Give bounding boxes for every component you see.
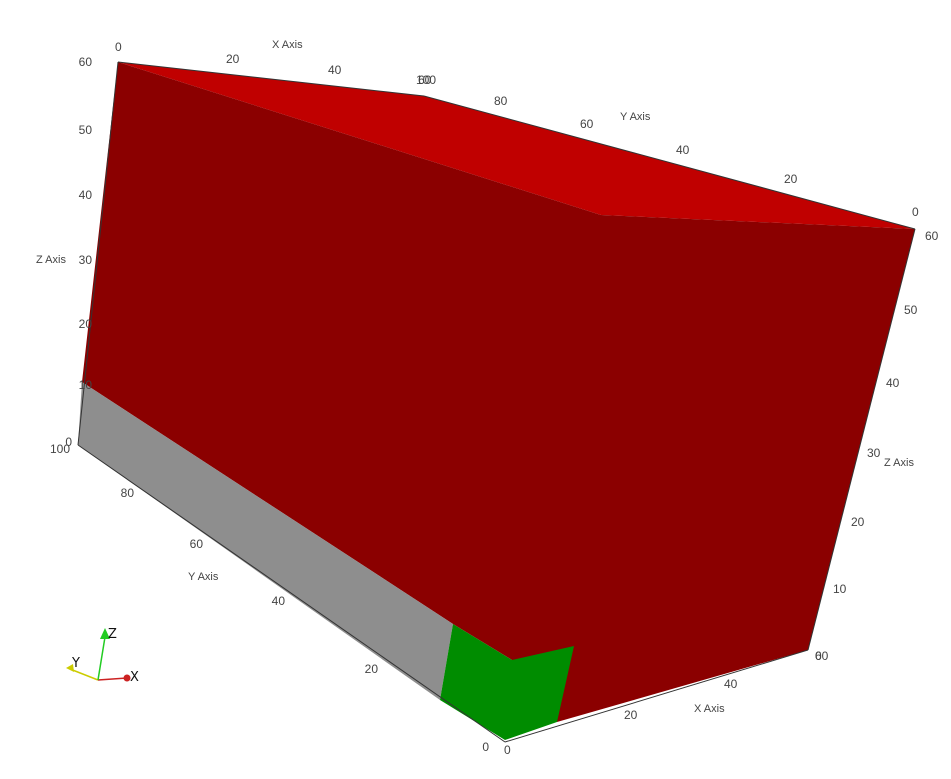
triad-x-arrowhead	[123, 674, 131, 682]
left-z-tick-label: 60	[79, 55, 93, 69]
left-y-tick-label: 100	[50, 442, 70, 456]
top-x-tick-label: 60	[418, 73, 432, 87]
left-z-tick-label: 30	[79, 253, 93, 267]
top-x-axis-title: X Axis	[272, 39, 303, 51]
top-x-tick-label: 40	[328, 63, 342, 77]
right-z-tick-label: 10	[833, 582, 847, 596]
top-y-tick-label: 20	[784, 172, 798, 186]
right-z-tick-label: 60	[925, 229, 939, 243]
left-y-tick-label: 0	[482, 740, 489, 754]
left-z-axis-ticks: 60 50 40 30 20 10 0	[65, 55, 92, 449]
left-z-tick-label: 10	[79, 378, 93, 392]
box-front-face	[82, 62, 915, 722]
bottom-x-tick-label: 60	[815, 649, 829, 663]
left-y-axis-title: Y Axis	[188, 571, 219, 583]
right-z-axis-line	[807, 228, 916, 651]
triad-z-label: Z	[108, 627, 117, 642]
right-z-axis-title: Z Axis	[884, 457, 914, 469]
left-y-axis-ticks: 100 80 60 40 20 0	[50, 442, 489, 754]
right-z-axis-ticks: 60 50 40 30 20 10 0	[815, 229, 939, 663]
top-y-axis-line	[423, 95, 916, 230]
bottom-x-tick-label: 40	[724, 677, 738, 691]
top-x-axis-ticks: 0 20 40 60	[115, 40, 432, 87]
left-y-tick-label: 80	[121, 486, 135, 500]
top-y-tick-label: 80	[494, 94, 508, 108]
box-green-face	[440, 624, 574, 740]
axes-grid-lines	[77, 61, 916, 743]
triad-x-axis	[97, 677, 128, 681]
left-z-tick-label: 40	[79, 188, 93, 202]
top-x-axis-line	[117, 61, 425, 97]
triad-y-axis	[69, 668, 99, 681]
box-top-face	[118, 62, 915, 229]
triad-x-label: X	[130, 670, 139, 685]
right-z-tick-label: 0	[815, 649, 822, 663]
right-z-tick-label: 30	[867, 446, 881, 460]
top-y-axis-ticks: 100 80 60 40 20 0	[416, 73, 919, 219]
top-y-tick-label: 40	[676, 143, 690, 157]
top-y-tick-label: 100	[416, 73, 436, 87]
top-y-tick-label: 0	[912, 205, 919, 219]
top-y-tick-label: 60	[580, 117, 594, 131]
bottom-x-axis-ticks: 0 20 40 60	[504, 649, 829, 757]
left-z-tick-label: 0	[65, 435, 72, 449]
left-y-tick-label: 20	[365, 662, 379, 676]
top-y-axis-title: Y Axis	[620, 111, 651, 123]
left-z-axis-line	[77, 61, 119, 446]
left-z-tick-label: 20	[79, 317, 93, 331]
bottom-x-tick-label: 20	[624, 708, 638, 722]
right-z-tick-label: 50	[904, 303, 918, 317]
left-y-axis-line	[77, 444, 506, 743]
triad-y-label: Y	[71, 656, 80, 671]
orientation-triad[interactable]: X Y Z	[66, 627, 139, 685]
right-z-tick-label: 40	[886, 376, 900, 390]
bottom-x-tick-label: 0	[504, 743, 511, 757]
top-x-tick-label: 0	[115, 40, 122, 54]
bottom-x-axis-line	[504, 649, 809, 743]
left-z-axis-title: Z Axis	[36, 254, 66, 266]
left-y-tick-label: 60	[190, 537, 204, 551]
top-x-tick-label: 20	[226, 52, 240, 66]
right-z-tick-label: 20	[851, 515, 865, 529]
bottom-x-axis-title: X Axis	[694, 703, 725, 715]
triad-z-arrowhead	[100, 628, 110, 639]
left-y-tick-label: 40	[272, 594, 286, 608]
box-gray-side-face	[78, 382, 453, 700]
triad-z-axis	[97, 636, 106, 681]
triad-y-arrowhead	[66, 664, 74, 672]
left-z-tick-label: 50	[79, 123, 93, 137]
